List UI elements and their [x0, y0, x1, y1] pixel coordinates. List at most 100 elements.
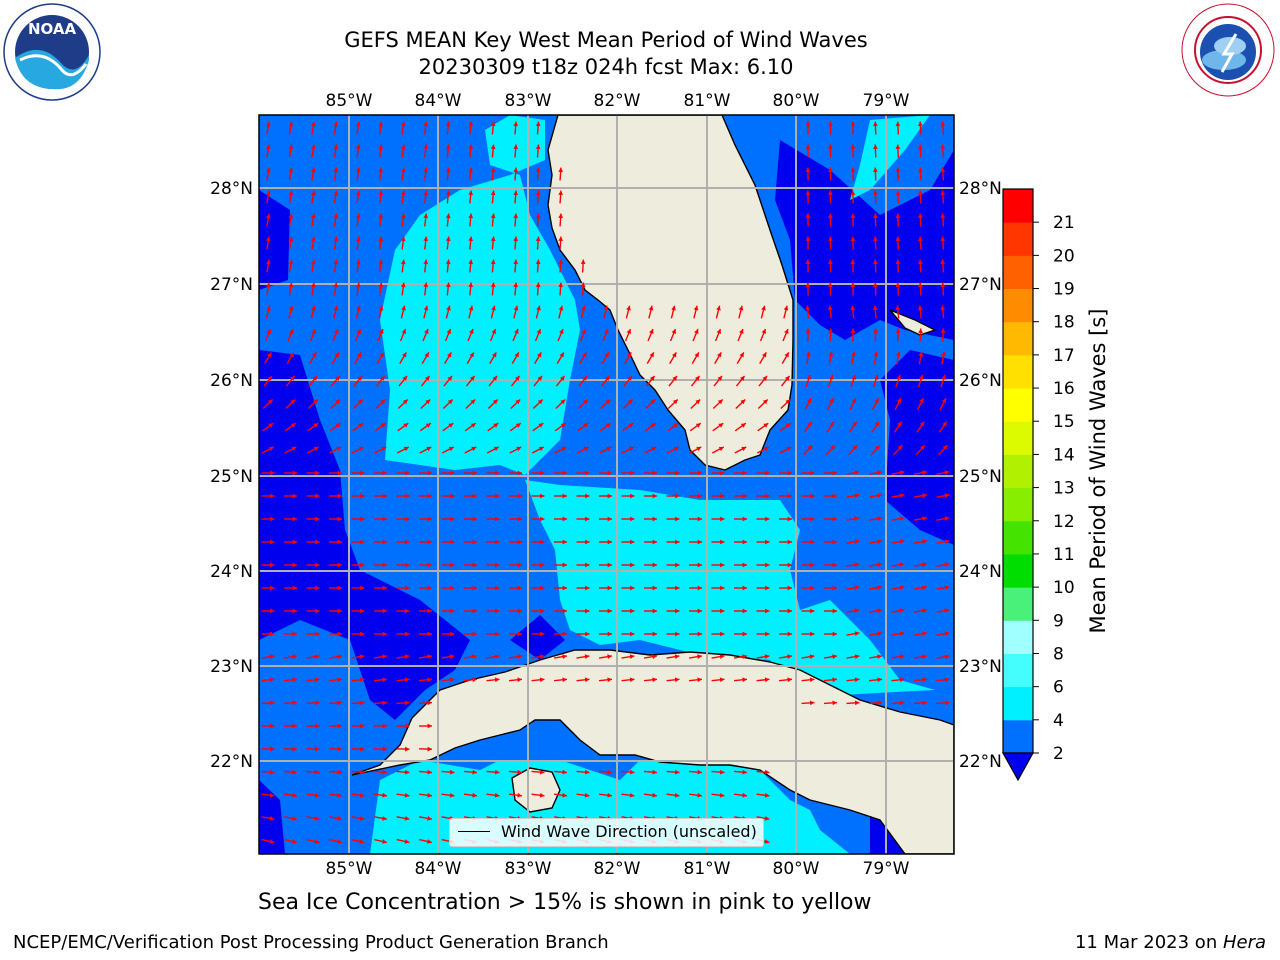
wave-direction-arrowhead: [810, 539, 815, 545]
wave-direction-arrowhead: [672, 399, 678, 405]
chart-title: GEFS MEAN Key West Mean Period of Wind W…: [344, 28, 868, 52]
wave-direction-arrowhead: [495, 608, 500, 614]
wave-direction-arrowhead: [310, 282, 316, 288]
wave-direction-arrowhead: [720, 470, 725, 476]
wave-direction-arrowhead: [427, 470, 432, 476]
wave-direction-arrowhead: [333, 305, 339, 311]
wave-direction-arrowhead: [851, 374, 856, 380]
wave-direction-arrowhead: [829, 421, 835, 427]
wave-direction-arrowhead: [358, 446, 364, 452]
wave-direction-arrowhead: [652, 792, 657, 798]
wave-direction-arrowhead: [514, 328, 519, 334]
wave-direction-arrowhead: [288, 305, 294, 311]
sea-ice-note: Sea Ice Concentration > 15% is shown in …: [258, 890, 872, 915]
wave-direction-arrowhead: [787, 516, 792, 522]
colorbar-tick-label: 10: [1053, 578, 1075, 598]
wave-direction-arrowhead: [585, 539, 590, 545]
wave-direction-arrowhead: [266, 305, 271, 311]
wave-direction-arrowhead: [427, 792, 432, 798]
wave-direction-arrowhead: [382, 608, 387, 614]
wave-direction-arrowhead: [580, 259, 586, 265]
wave-direction-arrowhead: [805, 236, 811, 241]
wave-direction-arrowhead: [652, 516, 657, 522]
wave-direction-arrowhead: [266, 352, 272, 358]
wave-direction-arrowhead: [719, 792, 725, 798]
wave-direction-arrowhead: [895, 328, 901, 333]
wave-direction-arrowhead: [446, 305, 451, 311]
wave-direction-arrowhead: [446, 328, 452, 334]
wave-direction-arrowhead: [382, 746, 387, 752]
wave-direction-arrowhead: [540, 585, 545, 591]
wave-direction-arrowhead: [379, 375, 385, 381]
wave-direction-arrowhead: [356, 352, 362, 358]
wave-direction-arrowhead: [604, 375, 610, 381]
wave-direction-arrowhead: [784, 352, 789, 358]
wave-direction-arrowhead: [337, 562, 342, 568]
wave-direction-arrowhead: [269, 654, 275, 660]
wave-direction-arrowhead: [490, 121, 496, 127]
wave-direction-arrowhead: [355, 144, 361, 150]
wave-direction-arrowhead: [895, 236, 901, 242]
wave-direction-arrowhead: [495, 493, 500, 499]
wave-direction-arrowhead: [270, 539, 275, 545]
wave-direction-arrowhead: [450, 493, 455, 499]
wave-direction-arrowhead: [379, 328, 384, 334]
wave-direction-arrowhead: [535, 259, 541, 265]
wave-direction-arrowhead: [517, 470, 522, 476]
wave-direction-arrowhead: [382, 562, 387, 568]
wave-direction-arrowhead: [895, 121, 901, 127]
wave-direction-arrowhead: [582, 399, 588, 405]
wave-direction-arrowhead: [382, 723, 387, 729]
wave-direction-arrowhead: [405, 562, 410, 568]
wave-direction-arrowhead: [806, 374, 811, 380]
wave-direction-arrowhead: [513, 213, 519, 219]
wave-direction-arrowhead: [382, 539, 387, 545]
wave-direction-arrowhead: [717, 375, 723, 381]
wave-direction-arrowhead: [873, 190, 878, 195]
wave-direction-arrowhead: [382, 631, 387, 637]
wave-direction-arrowhead: [873, 121, 878, 126]
wave-direction-arrowhead: [873, 167, 878, 172]
wave-direction-arrowhead: [427, 608, 432, 614]
wave-direction-arrowhead: [468, 167, 474, 173]
wave-direction-arrowhead: [472, 516, 477, 522]
wave-direction-arrowhead: [828, 167, 833, 172]
wave-direction-arrowhead: [761, 352, 767, 358]
wave-direction-arrowhead: [850, 328, 856, 333]
wave-direction-arrowhead: [468, 190, 474, 196]
wave-direction-arrowhead: [675, 470, 680, 476]
wave-direction-arrowhead: [535, 190, 541, 196]
colorbar-tick-label: 16: [1053, 379, 1075, 399]
wave-direction-arrowhead: [944, 539, 950, 544]
wave-direction-arrowhead: [583, 423, 589, 428]
wave-direction-arrowhead: [873, 236, 878, 241]
wave-direction-arrowhead: [896, 351, 901, 357]
wave-direction-arrowhead: [269, 677, 275, 683]
wave-direction-arrowhead: [784, 375, 790, 381]
wave-direction-arrowhead: [425, 423, 431, 428]
wave-direction-arrowhead: [832, 493, 837, 499]
colorbar-tick-label: 8: [1053, 644, 1064, 664]
colorbar-tick-label: 18: [1053, 313, 1075, 333]
wave-direction-arrowhead: [829, 398, 834, 404]
wave-direction-arrowhead: [763, 423, 769, 428]
wave-direction-arrowhead: [401, 352, 407, 358]
wave-direction-arrowhead: [805, 282, 811, 287]
wave-direction-arrowhead: [787, 539, 792, 545]
lat-label: 28°N: [210, 179, 253, 199]
wave-direction-arrowhead: [917, 213, 923, 219]
wave-direction-arrowhead: [405, 516, 410, 522]
wave-direction-arrowhead: [627, 375, 633, 381]
wave-direction-arrowhead: [854, 631, 860, 636]
lon-label: 80°W: [773, 91, 820, 111]
wave-direction-arrowhead: [919, 398, 924, 404]
wave-direction-arrowhead: [400, 213, 406, 219]
wave-direction-arrowhead: [495, 516, 500, 522]
lat-label: 27°N: [959, 275, 1002, 295]
wave-direction-arrowhead: [604, 352, 609, 358]
wave-direction-arrowhead: [337, 723, 342, 729]
wave-direction-arrowhead: [355, 167, 361, 173]
wave-direction-arrowhead: [404, 769, 410, 775]
wind-wave-arrows: [261, 121, 950, 844]
colorbar-bin: [1003, 520, 1033, 555]
